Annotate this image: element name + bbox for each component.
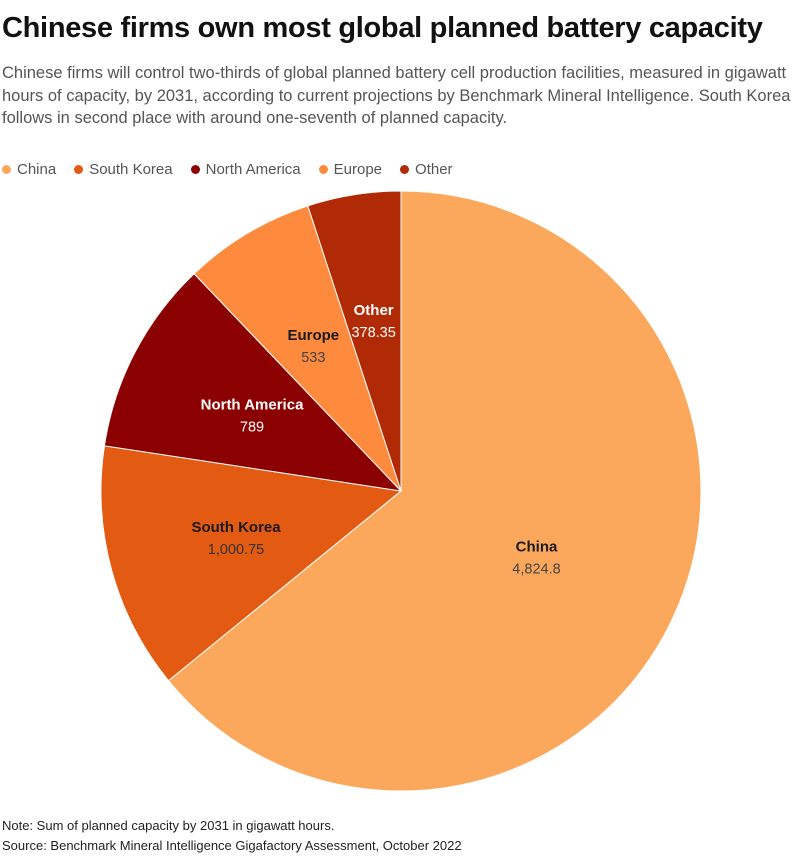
slice-label-other: Other bbox=[354, 302, 394, 319]
slice-label-europe: Europe bbox=[287, 327, 339, 344]
legend-swatch-south-korea bbox=[74, 164, 84, 174]
legend-label-north-america: North America bbox=[205, 160, 301, 178]
slice-value-china: 4,824.8 bbox=[512, 561, 560, 577]
legend-item-china: China bbox=[2, 161, 56, 178]
slice-value-europe: 533 bbox=[301, 350, 325, 366]
slice-europe bbox=[193, 205, 402, 492]
pie-labels: China 4,824.8 South Korea 1,000.75 North Ame… bbox=[191, 302, 560, 577]
legend: China South Korea North America Europe Other bbox=[2, 158, 453, 180]
legend-swatch-europe bbox=[318, 164, 328, 174]
slice-value-south-korea: 1,000.75 bbox=[208, 542, 264, 558]
chart-source: Source: Benchmark Mineral Intelligence G… bbox=[2, 838, 462, 853]
slice-value-north-america: 789 bbox=[240, 419, 264, 435]
slice-south-korea bbox=[100, 445, 403, 682]
footer: Note: Sum of planned capacity by 2031 in… bbox=[2, 816, 462, 856]
legend-label-south-korea: South Korea bbox=[89, 160, 173, 178]
legend-item-north-america: North America bbox=[190, 160, 301, 178]
slice-label-china: China bbox=[516, 538, 558, 555]
legend-label-europe: Europe bbox=[333, 160, 383, 178]
chart-subtitle: Chinese firms will control two-thirds of… bbox=[2, 64, 791, 127]
legend-label-china: China bbox=[17, 160, 57, 178]
legend-label-other: Other bbox=[415, 160, 453, 178]
slice-other bbox=[307, 190, 402, 492]
slice-label-south-korea: South Korea bbox=[191, 519, 281, 536]
slice-north-america bbox=[103, 273, 403, 492]
legend-swatch-other bbox=[400, 164, 410, 174]
slice-label-north-america: North America bbox=[201, 396, 304, 413]
legend-item-other: Other bbox=[400, 161, 453, 178]
chart-title: Chinese firms own most global planned ba… bbox=[2, 12, 763, 44]
legend-item-europe: Europe bbox=[318, 160, 383, 178]
legend-item-south-korea: South Korea bbox=[74, 160, 173, 178]
slice-china bbox=[167, 190, 702, 792]
pie-slices bbox=[100, 190, 702, 792]
chart-note: Note: Sum of planned capacity by 2031 in… bbox=[2, 818, 335, 833]
legend-swatch-north-america bbox=[190, 164, 200, 174]
slice-value-other: 378.35 bbox=[351, 325, 395, 341]
legend-swatch-china bbox=[2, 164, 11, 174]
